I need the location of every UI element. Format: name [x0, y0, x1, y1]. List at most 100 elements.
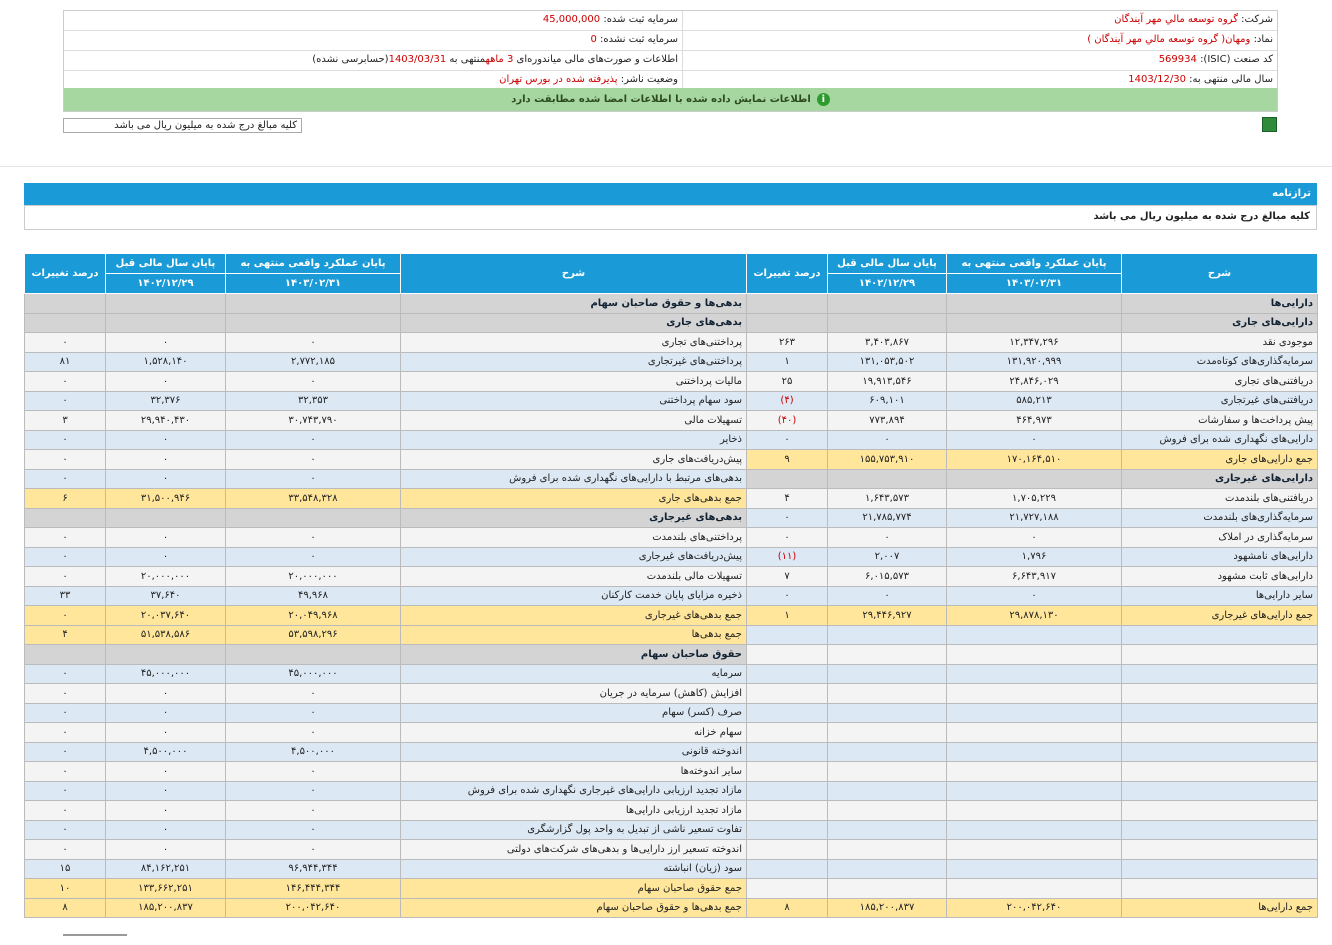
value-cell: ۰: [225, 722, 401, 743]
value-cell: [24, 293, 106, 314]
label-cell: دارایی‌های ثابت مشهود: [1121, 566, 1318, 587]
value-cell: ۲۵: [746, 371, 828, 392]
value-cell: ۰: [105, 449, 226, 470]
value-cell: [827, 800, 947, 821]
value-cell: ۶,۰۱۵,۵۷۳: [827, 566, 947, 587]
value-cell: [746, 761, 828, 782]
table-row: افزایش (کاهش) سرمایه در جریان ۰ ۰ ۰: [24, 683, 1318, 704]
label-cell: جمع بدهی‌ها: [400, 624, 747, 645]
value-cell: [746, 702, 828, 723]
table-row: دریافتنی‌های تجاری ۲۴,۸۴۶,۰۲۹ ۱۹,۹۱۳,۵۴۶ ۲۵…: [24, 371, 1318, 392]
info-cell: سال مالی منتهی به: 1403/12/30: [682, 71, 1277, 90]
label-cell: سرمایه: [400, 663, 747, 684]
label-cell: ذخیره مزایای پایان خدمت کارکنان: [400, 585, 747, 606]
value-cell: ۰: [746, 507, 828, 528]
value-cell: ۲۹,۹۴۰,۴۳۰: [105, 410, 226, 431]
value: ومهان( گروه توسعه مالي مهر آيندگان ): [1087, 34, 1251, 45]
value-cell: (۴): [746, 390, 828, 411]
value-cell: ۰: [24, 722, 106, 743]
label-cell: [1121, 741, 1318, 762]
label-cell: دارایی‌های غیرجاری: [1121, 468, 1318, 489]
value-cell: ۵۱,۵۳۸,۵۸۶: [105, 624, 226, 645]
info-cell: اطلاعات و صورت‌های مالی میاندوره‌ای 3 ما…: [64, 51, 682, 70]
value-cell: ۴,۵۰۰,۰۰۰: [225, 741, 401, 762]
value-cell: ۱: [746, 351, 828, 372]
value-cell: [946, 741, 1122, 762]
table-row: سایر دارایی‌ها ۰ ۰ ۰ ذخیره مزایای پایان خدمت…: [24, 585, 1318, 606]
table-row: سرمایه ۴۵,۰۰۰,۰۰۰ ۴۵,۰۰۰,۰۰۰ ۰: [24, 663, 1318, 684]
info-cell: سرمایه ثبت نشده: 0: [64, 31, 682, 50]
value-cell: ۰: [105, 780, 226, 801]
value-cell: [827, 644, 947, 665]
value-cell: ۰: [24, 741, 106, 762]
info-cell: کد صنعت (ISIC): 569934: [682, 51, 1277, 70]
value-cell: ۰: [24, 429, 106, 450]
value-cell: ۴۹,۹۶۸: [225, 585, 401, 606]
value-cell: ۰: [225, 800, 401, 821]
info-cell: وضعیت ناشر: پذیرفته شده در بورس تهران: [64, 71, 682, 90]
value-cell: [946, 819, 1122, 840]
label-cell: سایر اندوخته‌ها: [400, 761, 747, 782]
label-cell: سود سهام پرداختنی: [400, 390, 747, 411]
value-cell: [746, 800, 828, 821]
value-cell: [105, 507, 226, 528]
value-cell: [827, 702, 947, 723]
notice: اطلاعات نمایش داده شده با اطلاعات امضا ش…: [511, 94, 811, 105]
value-cell: ۳۲,۳۵۳: [225, 390, 401, 411]
value-cell: ۰: [225, 371, 401, 392]
label-cell: جمع دارایی‌ها: [1121, 897, 1318, 918]
value-cell: [827, 312, 947, 333]
value-cell: [225, 644, 401, 665]
label-cell: مازاد تجدید ارزیابی دارایی‌های غیرجاری ن…: [400, 780, 747, 801]
value-cell: ۰: [24, 527, 106, 548]
value-cell: ۰: [225, 429, 401, 450]
value-cell: ۱۳۱,۹۲۰,۹۹۹: [946, 351, 1122, 372]
column-header: درصد تغییرات: [24, 253, 106, 294]
label: منتهی به: [449, 54, 486, 65]
label-cell: دارایی‌های نگهداری شده برای فروش: [1121, 429, 1318, 450]
label-cell: پیش‌دریافت‌های غیرجاری: [400, 546, 747, 567]
value-cell: ۰: [24, 780, 106, 801]
value-cell: ۳۳,۵۴۸,۳۲۸: [225, 488, 401, 509]
value-cell: ۱۳۳,۶۶۲,۲۵۱: [105, 878, 226, 899]
label-cell: حقوق صاحبان سهام: [400, 644, 747, 665]
value-cell: ۰: [24, 371, 106, 392]
value-cell: ۰: [225, 332, 401, 353]
value-cell: [746, 722, 828, 743]
table-row: جمع دارایی‌های غیرجاری ۲۹,۸۷۸,۱۳۰ ۲۹,۴۴۶,۹…: [24, 605, 1318, 626]
value-cell: ۲۹,۴۴۶,۹۲۷: [827, 605, 947, 626]
excel-button[interactable]: [1262, 117, 1277, 132]
value-cell: ۱: [746, 605, 828, 626]
value-cell: ۰: [105, 332, 226, 353]
label-cell: دارایی‌ها: [1121, 293, 1318, 314]
value-cell: [746, 683, 828, 704]
label-cell: پیش‌دریافت‌های جاری: [400, 449, 747, 470]
label-cell: [1121, 819, 1318, 840]
info-cell: شرکت: گروه توسعه مالي مهر آيندگان: [682, 11, 1277, 30]
table-row: اندوخته قانونی ۴,۵۰۰,۰۰۰ ۴,۵۰۰,۰۰۰ ۰: [24, 741, 1318, 762]
value-cell: ۰: [24, 332, 106, 353]
value-cell: ۱۸۵,۲۰۰,۸۳۷: [105, 897, 226, 918]
value-cell: ۰: [105, 546, 226, 567]
label: وضعیت ناشر:: [620, 74, 678, 85]
value-cell: ۱۵: [24, 858, 106, 879]
value-cell: ۰: [225, 780, 401, 801]
value-cell: ۰: [746, 585, 828, 606]
value-cell: ۸۴,۱۶۲,۲۵۱: [105, 858, 226, 879]
value-cell: ۰: [24, 839, 106, 860]
value-cell: (۴۰): [746, 410, 828, 431]
value-cell: ۰: [225, 702, 401, 723]
value-cell: [827, 722, 947, 743]
value-cell: ۰: [105, 468, 226, 489]
value-cell: ۰: [225, 761, 401, 782]
notice-bar: i اطلاعات نمایش داده شده با اطلاعات امضا …: [64, 88, 1277, 111]
table-row: جمع دارایی‌ها ۲۰۰,۰۴۲,۶۴۰ ۱۸۵,۲۰۰,۸۳۷ ۸ جمع …: [24, 897, 1318, 918]
value-cell: ۰: [225, 546, 401, 567]
value-cell: ۲۹,۸۷۸,۱۳۰: [946, 605, 1122, 626]
value-cell: ۰: [24, 761, 106, 782]
label-cell: دارایی‌های نامشهود: [1121, 546, 1318, 567]
value-cell: (۱۱): [746, 546, 828, 567]
value-cell: ۲,۰۰۷: [827, 546, 947, 567]
value-cell: ۰: [827, 527, 947, 548]
